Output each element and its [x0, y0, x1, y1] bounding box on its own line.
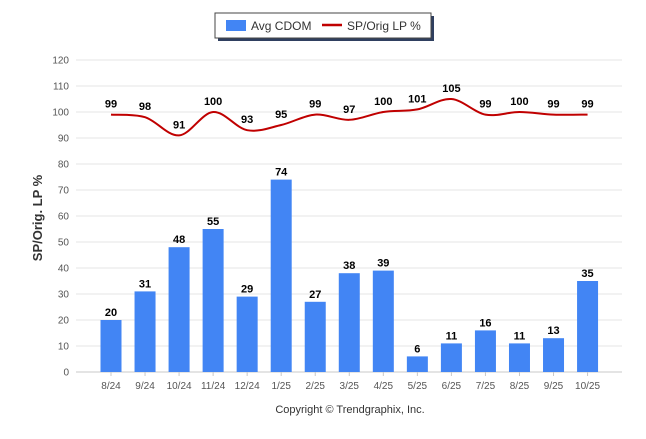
- bar-value-label: 11: [446, 330, 458, 342]
- bar-avg-cdom[interactable]: [543, 338, 565, 372]
- y-axis-title: SP/Orig. LP %: [30, 174, 45, 261]
- bar-avg-cdom[interactable]: [577, 281, 599, 372]
- bar-avg-cdom[interactable]: [440, 343, 462, 372]
- x-axis-ticks: 8/24 9/24 10/24 11/24 12/24 1/25 2/25 3/25 4/25 5…: [101, 372, 601, 392]
- y-tick-label: 50: [58, 238, 70, 249]
- bar-value-label: 74: [275, 167, 288, 179]
- legend-label-avg-cdom: Avg CDOM: [251, 19, 311, 33]
- y-tick-label: 120: [52, 56, 69, 67]
- x-tick-label: 10/25: [575, 381, 600, 392]
- line-sp-orig-lp[interactable]: [110, 97, 588, 137]
- x-tick-label: 9/25: [544, 381, 564, 392]
- legend-label-sp-orig-lp: SP/Orig LP %: [347, 19, 421, 33]
- x-tick-label: 8/25: [510, 381, 530, 392]
- x-tick-label: 12/24: [235, 381, 260, 392]
- bar-value-label: 31: [139, 278, 151, 290]
- bar-value-label: 6: [414, 343, 420, 355]
- line-value-label: 99: [105, 99, 117, 111]
- x-tick-label: 7/25: [476, 381, 496, 392]
- y-tick-label: 20: [58, 316, 70, 327]
- x-tick-label: 5/25: [408, 381, 428, 392]
- bar-avg-cdom[interactable]: [270, 179, 292, 372]
- x-tick-label: 3/25: [340, 381, 360, 392]
- bar-avg-cdom[interactable]: [304, 301, 326, 372]
- bar-avg-cdom[interactable]: [100, 320, 122, 372]
- y-tick-label: 0: [63, 368, 69, 379]
- bar-avg-cdom[interactable]: [474, 330, 496, 372]
- line-value-label: 91: [173, 119, 185, 131]
- bar-avg-cdom[interactable]: [372, 270, 394, 372]
- x-tick-label: 10/24: [167, 381, 192, 392]
- bar-avg-cdom[interactable]: [406, 356, 428, 372]
- y-tick-label: 90: [58, 134, 70, 145]
- copyright-footer: Copyright © Trendgraphix, Inc.: [275, 404, 424, 416]
- x-tick-label: 2/25: [306, 381, 326, 392]
- legend[interactable]: Avg CDOM SP/Orig LP %: [214, 12, 434, 41]
- bar-value-label: 55: [207, 216, 219, 228]
- line-value-label: 100: [204, 96, 222, 108]
- y-tick-label: 40: [58, 264, 70, 275]
- bar-value-label: 27: [309, 289, 321, 301]
- line-value-label: 97: [343, 104, 355, 116]
- legend-bar-swatch: [226, 20, 246, 31]
- bar-value-label: 29: [241, 284, 253, 296]
- x-tick-label: 6/25: [442, 381, 462, 392]
- line-value-label: 93: [241, 114, 253, 126]
- gridlines: [76, 59, 622, 373]
- line-value-label: 98: [139, 101, 151, 113]
- y-tick-label: 30: [58, 290, 70, 301]
- line-value-label: 99: [547, 99, 559, 111]
- bar-value-label: 16: [479, 317, 491, 329]
- y-tick-label: 70: [58, 186, 70, 197]
- bar-avg-cdom[interactable]: [168, 247, 190, 372]
- y-axis-ticks: 0 10 20 30 40 50 60 70 80 90 100 110 120: [52, 56, 69, 379]
- line-value-label: 100: [510, 96, 528, 108]
- line-series: [110, 97, 588, 137]
- bar-value-label: 38: [343, 260, 355, 272]
- bar-value-label: 11: [514, 330, 526, 342]
- bar-value-label: 39: [377, 258, 389, 270]
- bar-avg-cdom[interactable]: [202, 229, 224, 372]
- line-labels: 99 98 91 100 93 95 99 97 100 101 105 99 100 99 99: [105, 83, 594, 131]
- y-tick-label: 100: [52, 108, 69, 119]
- bar-avg-cdom[interactable]: [508, 343, 530, 372]
- x-tick-label: 11/24: [201, 381, 226, 392]
- y-tick-label: 10: [58, 342, 70, 353]
- bar-avg-cdom[interactable]: [134, 291, 156, 372]
- bar-value-label: 35: [581, 268, 593, 280]
- bar-value-label: 48: [173, 234, 185, 246]
- x-tick-label: 4/25: [374, 381, 394, 392]
- line-value-label: 100: [374, 96, 392, 108]
- y-tick-label: 110: [53, 82, 69, 93]
- line-value-label: 95: [275, 109, 287, 121]
- bar-avg-cdom[interactable]: [338, 273, 360, 372]
- x-tick-label: 9/24: [135, 381, 155, 392]
- line-value-label: 99: [581, 99, 593, 111]
- bar-series: [100, 179, 599, 372]
- bar-labels: 20 31 48 55 29 74 27 38 39 6 11 16 11 13 35: [105, 167, 594, 356]
- x-tick-label: 1/25: [271, 381, 291, 392]
- line-value-label: 101: [408, 93, 426, 105]
- y-tick-label: 80: [58, 160, 70, 171]
- line-value-label: 105: [442, 83, 460, 95]
- bar-value-label: 13: [547, 325, 559, 337]
- line-value-label: 99: [309, 99, 321, 111]
- bar-avg-cdom[interactable]: [236, 296, 258, 372]
- x-tick-label: 8/24: [101, 381, 121, 392]
- y-tick-label: 60: [58, 212, 70, 223]
- bar-value-label: 20: [105, 307, 117, 319]
- line-value-label: 99: [479, 99, 491, 111]
